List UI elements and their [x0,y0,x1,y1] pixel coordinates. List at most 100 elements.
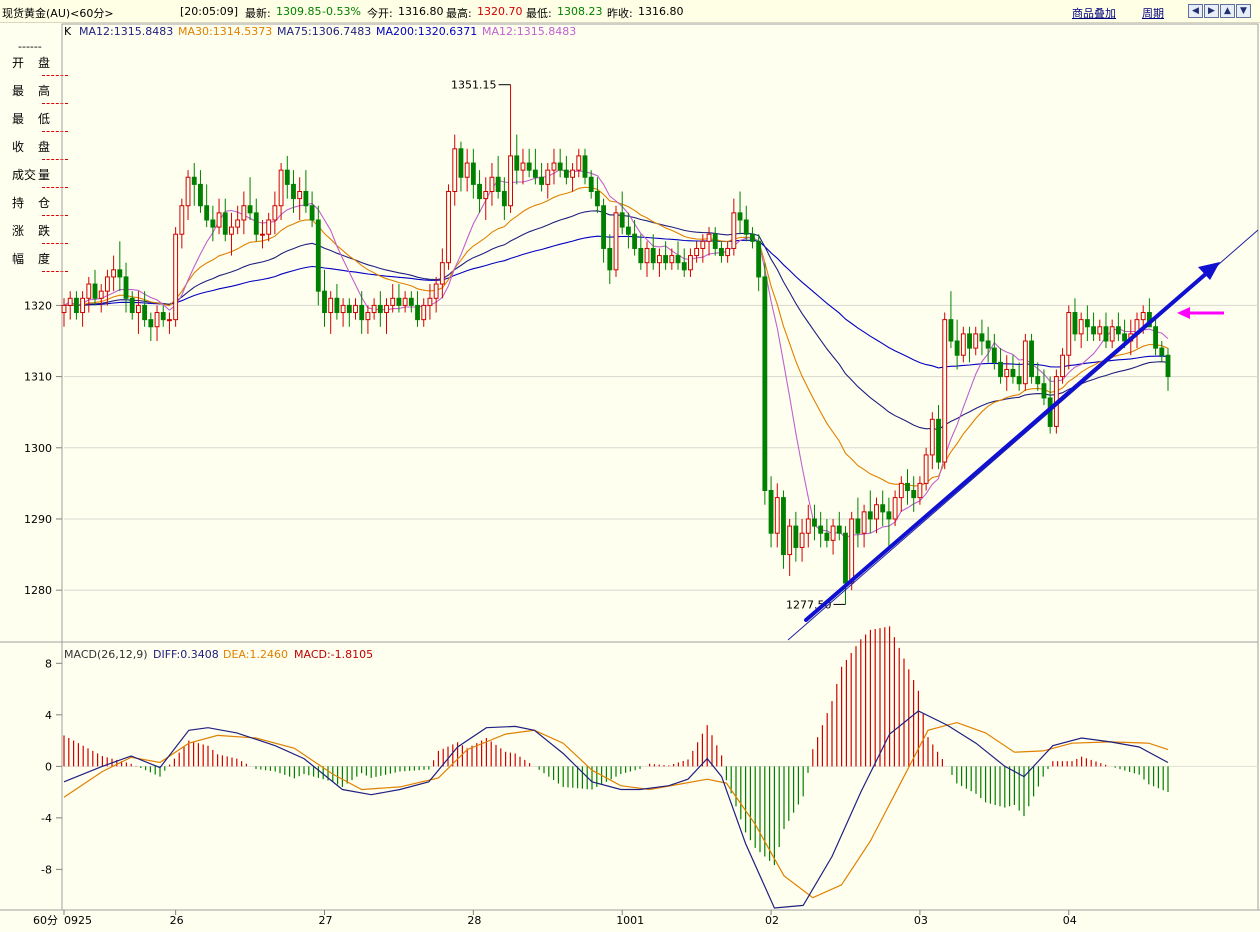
candle-body [1140,312,1146,321]
max-price-label: 1351.15 [451,79,497,92]
arrow-up-icon[interactable]: ▲ [1220,4,1235,18]
candle-body [278,169,284,207]
side-row-divider [42,75,68,76]
candle-body [1022,340,1028,385]
candle-body [73,297,79,314]
candle-body [1097,326,1103,335]
macd-panel: 8 4 0 -4 -8 [41,626,1258,909]
macd-legend-macd: MACD:-1.8105 [294,648,373,661]
candle-body [452,148,458,192]
time-tick-label: 26 [170,914,184,927]
price-axis: 1280 1290 1300 1310 1320 [24,299,62,597]
candle-body [576,155,582,171]
candle-body [812,518,817,527]
arrow-left-icon[interactable]: ◀ [1188,4,1203,18]
prev-close-label: 昨收: [607,7,633,20]
candle-body [253,212,259,235]
candle-body [1004,368,1010,378]
candle-body [855,518,861,534]
candle-body [719,247,724,257]
legend-ma12b: MA12:1315.8483 [482,25,576,38]
candle-body [557,162,563,171]
candle-body [892,497,898,520]
candle-body [328,297,334,314]
candle-body [371,304,377,314]
period-button[interactable]: 周期 [1142,7,1164,20]
candle-body [539,176,544,185]
candle-body [1103,326,1109,342]
price-tick-label: 1320 [24,299,52,312]
candle-body [353,304,358,314]
side-row-divider [42,131,68,132]
candle-body [886,511,892,520]
price-tick-label: 1280 [24,584,52,597]
side-row-label-b: 仓 [38,196,51,210]
candle-body [830,525,836,541]
candle-body [458,148,464,178]
time-tick-label: 28 [467,914,481,927]
candle-body [408,297,414,306]
arrow-right-icon[interactable]: ▶ [1204,4,1219,18]
time-tick-label: 04 [1063,914,1077,927]
candle-body [967,333,972,349]
high-label: 最高: [446,7,472,20]
arrow-down-icon[interactable]: ▼ [1236,4,1251,18]
candle-body [142,304,148,321]
candle-body [991,347,997,363]
candle-body [843,532,848,584]
price-tick-label: 1300 [24,442,52,455]
side-row-label-b: 高 [38,84,51,98]
candle-body [495,176,501,192]
trend-arrow-head [1198,262,1220,280]
side-row-label-a: 成交 [12,168,37,182]
side-row-divider [42,103,68,104]
side-row-label-a: 收 [12,140,25,154]
candle-body [427,297,433,306]
macd-tick-label: -8 [41,863,52,876]
candle-body [774,497,780,534]
candle-body [650,247,656,264]
candle-body [346,304,352,314]
candle-body [365,312,371,321]
candle-body [793,525,799,548]
candle-body [80,297,86,314]
latest-label: 最新: [245,7,271,20]
candle-body [489,176,495,192]
price-tick-label: 1310 [24,371,52,384]
side-row-label-b: 盘 [38,56,51,70]
candle-body [973,333,979,349]
side-row: 幅度 [8,248,68,274]
candle-body [1060,354,1065,378]
side-row-label-a: 最 [12,112,25,126]
candle-body [836,525,842,534]
side-row: 成交量 [8,164,68,190]
candle-body [688,255,693,271]
candle-body [818,525,824,534]
candle-body [898,482,904,499]
candle-body [1122,333,1128,342]
candle-body [154,312,160,328]
candle-body [92,283,98,299]
candle-body [1010,368,1016,378]
candle-body [706,233,712,242]
candle-body [781,497,786,556]
candle-body [61,304,67,314]
candle-body [905,482,910,491]
candle-body [619,212,625,228]
candle-body [762,276,768,491]
time-tick-label: 02 [765,914,779,927]
side-row-divider [42,187,68,188]
candle-body [291,183,296,200]
side-row-label-a: 涨 [12,224,25,238]
candle-body [1066,312,1072,356]
period-label: 60分 [33,914,58,927]
marker-arrow-head [1177,307,1190,319]
time-tick-label: 27 [318,914,332,927]
candle-body [359,304,365,321]
candle-body [148,319,154,328]
legends: K MA12:1315.8483 MA30:1314.5373 MA75:130… [33,25,576,927]
overlay-button[interactable]: 商品叠加 [1072,7,1116,20]
candle-body [787,525,793,556]
